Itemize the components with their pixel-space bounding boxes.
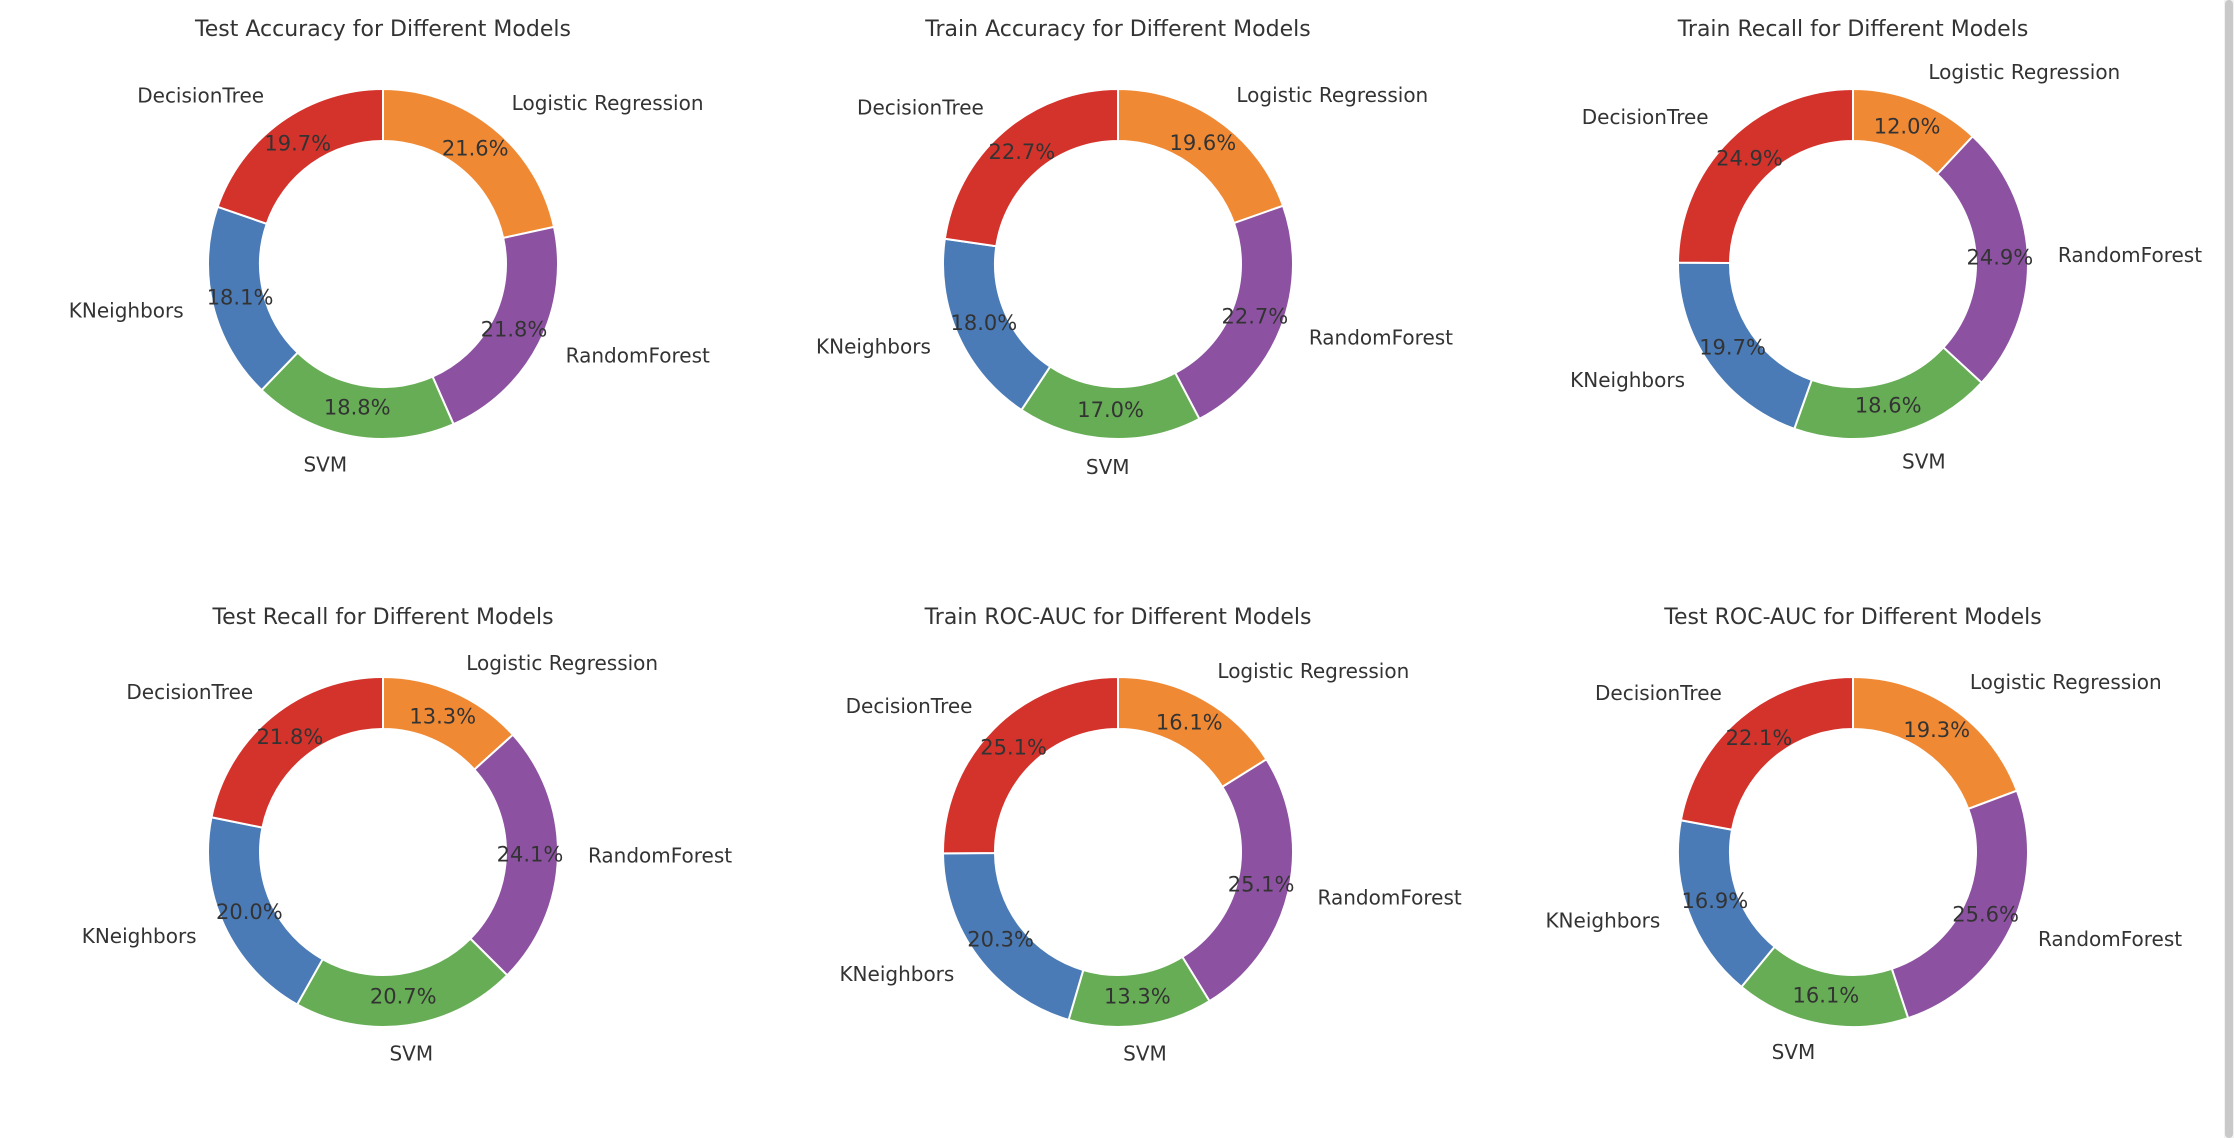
category-label-randomforest: RandomForest [1309, 325, 1453, 349]
category-label-decisiontree: DecisionTree [857, 95, 984, 119]
value-label: 22.1% [1726, 726, 1793, 750]
wedge-decisiontree [1679, 675, 1854, 831]
category-label-svm: SVM [389, 1042, 433, 1066]
value-label: 21.6% [442, 137, 509, 161]
donut-chart-4: Test Recall for Different Models 13.3% Log… [82, 605, 733, 1066]
category-label-randomforest: RandomForest [2038, 927, 2182, 951]
donut-chart-2: Train Accuracy for Different Models 19.6%… [816, 17, 1453, 479]
value-label: 21.8% [257, 725, 324, 749]
category-label-decisiontree: DecisionTree [1582, 105, 1709, 129]
wedge-decisiontree [210, 675, 384, 829]
value-label: 18.6% [1855, 394, 1922, 418]
value-label: 25.6% [1952, 902, 2019, 926]
category-label-randomforest: RandomForest [588, 843, 732, 867]
category-label-kneighbors: KNeighbors [1570, 368, 1685, 392]
value-label: 18.8% [324, 396, 391, 420]
category-label-kneighbors: KNeighbors [839, 962, 954, 986]
donut-chart-6: Test ROC-AUC for Different Models 19.3%Lo… [1545, 605, 2182, 1064]
value-label: 20.0% [216, 900, 283, 924]
category-label-logistic-regression: Logistic Regression [1928, 60, 2120, 84]
category-label-kneighbors: KNeighbors [816, 334, 931, 358]
value-label: 24.1% [497, 842, 564, 866]
category-label-logistic-regression: Logistic Regression [512, 91, 704, 115]
category-label-kneighbors: KNeighbors [82, 924, 197, 948]
chart-title: Test Recall for Different Models [211, 605, 553, 630]
donut-chart-1: Test Accuracy for Different Models 21.6%L… [69, 17, 710, 476]
category-label-decisiontree: DecisionTree [137, 84, 264, 108]
value-label: 22.7% [1221, 305, 1288, 329]
wedge-decisiontree [942, 675, 1119, 855]
value-label: 21.8% [481, 318, 548, 342]
value-label: 19.3% [1903, 718, 1970, 742]
value-label: 20.3% [967, 928, 1034, 952]
value-label: 24.9% [1967, 246, 2034, 270]
category-label-randomforest: RandomForest [566, 344, 710, 368]
value-label: 16.9% [1681, 889, 1748, 913]
wedge-svm [295, 937, 509, 1028]
value-label: 25.1% [1228, 873, 1295, 897]
donut-chart-5: Train ROC-AUC for Different Models 16.1% L… [839, 605, 1461, 1066]
donut-chart-3: Train Recall for Different Models 12.0% Lo… [1570, 17, 2202, 474]
category-label-decisiontree: DecisionTree [846, 694, 973, 718]
category-label-randomforest: RandomForest [1318, 885, 1462, 909]
value-label: 18.0% [950, 311, 1017, 335]
category-label-svm: SVM [1123, 1042, 1167, 1066]
value-label: 19.7% [264, 131, 331, 155]
category-label-svm: SVM [1902, 450, 1946, 474]
value-label: 19.7% [1699, 335, 1766, 359]
chart-title: Train Recall for Different Models [1677, 17, 2029, 42]
value-label: 16.1% [1793, 983, 1860, 1007]
value-label: 24.9% [1716, 147, 1783, 171]
wedge-decisiontree [1677, 87, 1854, 265]
vertical-scrollbar[interactable] [2224, 0, 2234, 1138]
value-label: 19.6% [1170, 131, 1237, 155]
category-label-kneighbors: KNeighbors [1545, 909, 1660, 933]
value-label: 25.1% [980, 735, 1047, 759]
chart-title: Test ROC-AUC for Different Models [1663, 605, 2041, 630]
category-label-svm: SVM [1086, 455, 1130, 479]
wedge-decisiontree [216, 87, 384, 226]
category-label-decisiontree: DecisionTree [126, 680, 253, 704]
value-label: 13.3% [1104, 985, 1171, 1009]
category-label-svm: SVM [303, 452, 347, 476]
chart-title: Test Accuracy for Different Models [194, 17, 571, 42]
value-label: 12.0% [1874, 114, 1941, 138]
chart-title: Train Accuracy for Different Models [924, 17, 1310, 42]
wedge-logistic-regression [1117, 87, 1285, 225]
value-label: 17.0% [1077, 398, 1144, 422]
category-label-svm: SVM [1772, 1040, 1816, 1064]
wedge-logistic-regression [1852, 675, 2019, 811]
value-label: 20.7% [370, 985, 437, 1009]
category-label-decisiontree: DecisionTree [1595, 681, 1722, 705]
category-label-logistic-regression: Logistic Regression [466, 651, 658, 675]
wedge-decisiontree [943, 87, 1119, 248]
category-label-kneighbors: KNeighbors [69, 298, 184, 322]
category-label-logistic-regression: Logistic Regression [1217, 659, 1409, 683]
category-label-randomforest: RandomForest [2058, 243, 2202, 267]
category-label-logistic-regression: Logistic Regression [1236, 83, 1428, 107]
value-label: 13.3% [409, 705, 476, 729]
value-label: 18.1% [207, 285, 274, 309]
scrollbar-thumb[interactable] [2225, 0, 2233, 1138]
value-label: 22.7% [988, 140, 1055, 164]
category-label-logistic-regression: Logistic Regression [1970, 670, 2162, 694]
chart-title: Train ROC-AUC for Different Models [924, 605, 1312, 630]
value-label: 16.1% [1156, 710, 1223, 734]
